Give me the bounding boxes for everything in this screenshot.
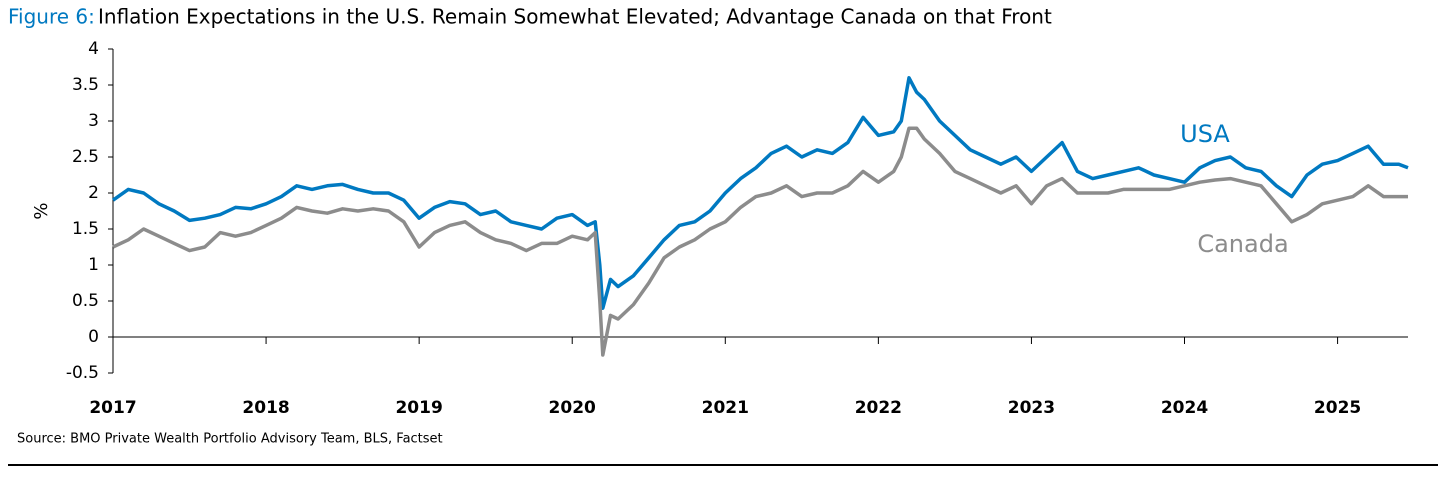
y-axis-label: % bbox=[31, 202, 52, 219]
y-tick-label: 2 bbox=[88, 183, 99, 203]
y-tick-label: 1 bbox=[88, 255, 99, 275]
x-tick-label: 2018 bbox=[242, 398, 289, 418]
x-tick-label: 2025 bbox=[1314, 398, 1361, 418]
figure-label: Figure 6: bbox=[8, 5, 95, 29]
x-tick-label: 2022 bbox=[855, 398, 902, 418]
source: Source: BMO Private Wealth Portfolio Adv… bbox=[17, 432, 443, 447]
y-tick-label: 0.5 bbox=[72, 291, 99, 311]
x-tick-label: 2023 bbox=[1008, 398, 1055, 418]
series-label: USA bbox=[1180, 120, 1230, 148]
x-tick-label: 2024 bbox=[1161, 398, 1208, 418]
y-tick-label: 0 bbox=[88, 327, 99, 347]
y-tick-label: 2.5 bbox=[72, 147, 99, 167]
series-label: Canada bbox=[1197, 230, 1288, 258]
x-tick-label: 2019 bbox=[395, 398, 442, 418]
y-tick-label: 1.5 bbox=[72, 219, 99, 239]
x-tick-label: 2020 bbox=[549, 398, 596, 418]
y-tick-label: 3 bbox=[88, 111, 99, 131]
x-tick-label: 2017 bbox=[89, 398, 136, 418]
y-tick-label: -0.5 bbox=[66, 363, 99, 383]
series-line bbox=[112, 126, 1408, 357]
y-tick-label: 4 bbox=[88, 39, 99, 59]
series-line bbox=[111, 76, 1409, 310]
chart-title: Inflation Expectations in the U.S. Remai… bbox=[98, 5, 1052, 29]
y-tick-label: 3.5 bbox=[72, 75, 99, 95]
x-tick-label: 2021 bbox=[702, 398, 749, 418]
